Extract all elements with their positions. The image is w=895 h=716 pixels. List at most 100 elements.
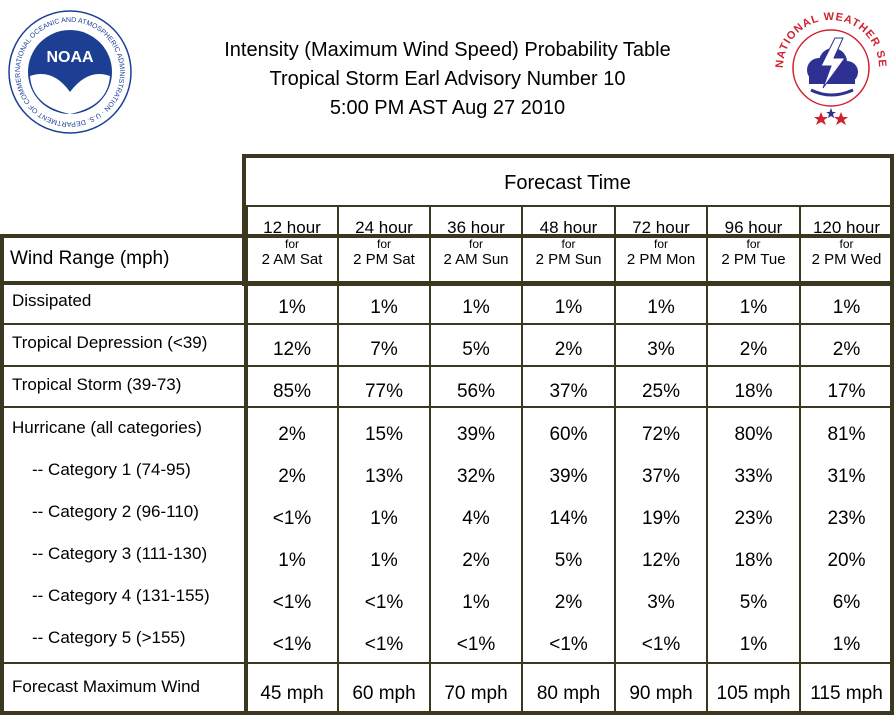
row-label: Dissipated (12, 291, 92, 310)
row-divider (2, 281, 892, 285)
row-label: -- Category 4 (131-155) (32, 586, 210, 605)
table-cell: 3% (647, 592, 675, 613)
row-label: -- Category 3 (111-130) (32, 544, 208, 563)
row-label: Forecast Maximum Wind (12, 677, 200, 696)
noaa-logo: NATIONAL OCEANIC AND ATMOSPHERIC ADMINIS… (8, 10, 132, 134)
table-cell: 85% (272, 381, 312, 402)
nws-logo: NATIONAL WEATHER SERVICE (773, 8, 887, 125)
table-cell: 6% (832, 592, 861, 613)
table-cell: 1% (462, 592, 490, 613)
column-divider (614, 206, 616, 712)
table-cell: 1% (370, 508, 398, 529)
table-cell: 12% (641, 550, 681, 571)
header-advisory: Tropical Storm Earl Advisory Number 10 (269, 68, 626, 90)
row-divider (2, 365, 892, 367)
table-cell: 19% (641, 508, 681, 529)
table-cell: 45 mph (260, 683, 324, 704)
forecast-time-divider (244, 205, 892, 207)
table-cell: 60 mph (352, 683, 416, 704)
table-cell: 1% (832, 634, 861, 655)
table-cell: <1% (364, 592, 404, 613)
table-cell: 23% (827, 508, 866, 529)
table-cell: 18% (734, 550, 773, 571)
table-cell: 2% (278, 424, 306, 445)
table-cell: <1% (456, 634, 496, 655)
table-cell: 1% (739, 634, 768, 655)
column-header: 24 hour for 2 PM Sat (353, 218, 415, 268)
table-cell: 39% (549, 466, 588, 487)
column-header: 72 hour for 2 PM Mon (626, 218, 696, 268)
column-divider (337, 206, 339, 712)
row-label: -- Category 5 (>155) (32, 628, 186, 647)
table-cell: 5% (554, 550, 583, 571)
table-cell: 33% (734, 466, 773, 487)
table-cell: 15% (364, 424, 404, 445)
column-divider (429, 206, 431, 712)
page-header: Intensity (Maximum Wind Speed) Probabili… (140, 36, 755, 123)
table-cell: 18% (734, 381, 773, 402)
row-label: Hurricane (all categories) (12, 418, 202, 437)
table-cell: 72% (641, 424, 681, 445)
table-cell: 37% (549, 381, 588, 402)
table-cell: 4% (462, 508, 490, 529)
column-header: 48 hour for 2 PM Sun (535, 218, 602, 268)
table-cell: 7% (370, 339, 398, 360)
table-cell: <1% (272, 508, 312, 529)
forecast-time-label: Forecast Time (504, 172, 631, 194)
table-cell: 60% (549, 424, 588, 445)
table-cell: 32% (456, 466, 496, 487)
table-cell: 77% (364, 381, 404, 402)
table-cell: 1% (647, 297, 675, 318)
row-label: -- Category 1 (74-95) (32, 460, 191, 479)
table-cell: 2% (278, 466, 306, 487)
row-divider (2, 323, 892, 325)
noaa-logo-text: NOAA (46, 49, 94, 66)
table-cell: 2% (554, 339, 583, 360)
table-cell: 37% (641, 466, 681, 487)
table-cell: <1% (641, 634, 681, 655)
table-cell: 81% (827, 424, 866, 445)
table-cell: 12% (272, 339, 312, 360)
table-cell: 2% (832, 339, 861, 360)
table-cell: 3% (647, 339, 675, 360)
table-cell: 80% (734, 424, 773, 445)
table-cell: 20% (827, 550, 866, 571)
table-cell: 105 mph (716, 683, 791, 704)
table-cell: 23% (734, 508, 773, 529)
table-cell: <1% (549, 634, 588, 655)
table-cell: 5% (462, 339, 490, 360)
row-label: -- Category 2 (96-110) (32, 502, 199, 521)
table-cell: 2% (739, 339, 768, 360)
table-cell: <1% (272, 634, 312, 655)
column-divider (706, 206, 708, 712)
table-cell: 90 mph (629, 683, 693, 704)
column-header: 36 hour for 2 AM Sun (443, 218, 509, 268)
table-cell: 1% (832, 297, 861, 318)
table-cell: 2% (554, 592, 583, 613)
table-cell: 1% (278, 550, 306, 571)
header-timestamp: 5:00 PM AST Aug 27 2010 (329, 97, 566, 119)
table-cell: 1% (370, 550, 398, 571)
table-cell: 70 mph (444, 683, 508, 704)
table-cell: 1% (554, 297, 583, 318)
wind-range-label: Wind Range (mph) (10, 248, 170, 269)
column-divider (244, 206, 248, 712)
row-label: Tropical Storm (39-73) (12, 375, 182, 394)
table-cell: 13% (364, 466, 404, 487)
table-cell: 1% (462, 297, 490, 318)
table-cell: 1% (739, 297, 768, 318)
table-cell: 80 mph (536, 683, 601, 704)
table-cell: 1% (370, 297, 398, 318)
column-header: 96 hour for 2 PM Tue (721, 218, 786, 268)
column-divider (799, 206, 801, 712)
row-divider (2, 406, 892, 408)
row-divider (2, 662, 892, 664)
table-cell: 56% (456, 381, 496, 402)
table-cell: 5% (739, 592, 768, 613)
table-cell: 14% (549, 508, 588, 529)
table-cell: 17% (827, 381, 866, 402)
table-cell: 25% (641, 381, 681, 402)
row-label: Tropical Depression (<39) (12, 333, 208, 352)
column-divider (521, 206, 523, 712)
header-title: Intensity (Maximum Wind Speed) Probabili… (224, 39, 671, 61)
